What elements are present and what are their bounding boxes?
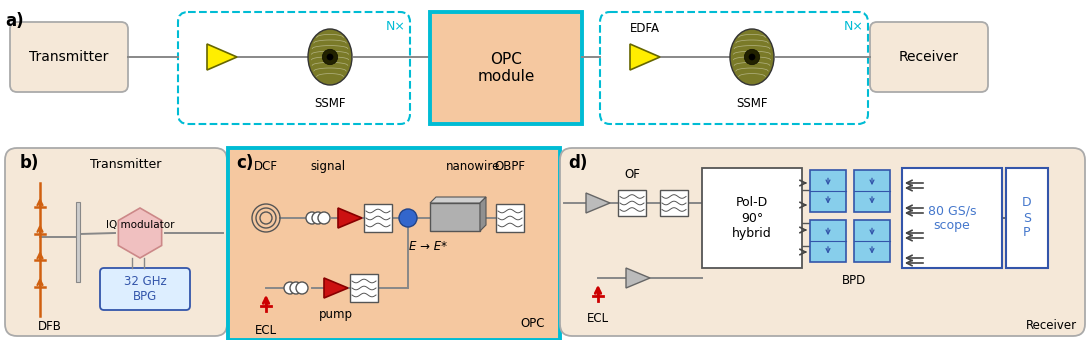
Text: E → E*: E → E*	[409, 240, 447, 253]
Bar	[496, 204, 524, 232]
Circle shape	[312, 212, 324, 224]
Circle shape	[749, 54, 755, 60]
Bar	[430, 203, 480, 231]
Polygon shape	[430, 197, 486, 203]
Text: BPD: BPD	[842, 274, 866, 287]
FancyBboxPatch shape	[100, 268, 190, 310]
Text: DCF: DCF	[254, 160, 279, 173]
Text: D
S
P: D S P	[1023, 197, 1031, 239]
Bar	[350, 274, 378, 302]
Bar	[660, 190, 688, 216]
Circle shape	[318, 212, 330, 224]
Polygon shape	[480, 197, 486, 231]
Text: Transmitter: Transmitter	[90, 158, 162, 171]
Bar	[76, 202, 81, 282]
Circle shape	[306, 212, 318, 224]
Text: signal: signal	[310, 160, 346, 173]
Text: EDFA: EDFA	[630, 22, 660, 35]
Text: DFB: DFB	[38, 320, 62, 333]
Bar	[902, 168, 1002, 268]
Text: d): d)	[568, 154, 588, 172]
Polygon shape	[119, 208, 162, 258]
Bar	[430, 12, 582, 124]
Polygon shape	[586, 193, 610, 213]
Text: nanowire: nanowire	[446, 160, 500, 173]
Circle shape	[399, 209, 417, 227]
Circle shape	[322, 49, 337, 65]
Polygon shape	[626, 268, 650, 288]
Text: SSMF: SSMF	[737, 97, 768, 110]
Text: OF: OF	[625, 168, 640, 181]
Bar	[809, 220, 846, 262]
Bar	[364, 204, 392, 232]
FancyBboxPatch shape	[560, 148, 1085, 336]
Circle shape	[744, 49, 759, 65]
Text: Transmitter: Transmitter	[29, 50, 109, 64]
FancyBboxPatch shape	[5, 148, 227, 336]
Circle shape	[290, 282, 302, 294]
Text: b): b)	[20, 154, 39, 172]
Text: Receiver: Receiver	[1026, 319, 1077, 332]
Bar	[854, 170, 890, 212]
Text: a): a)	[5, 12, 24, 30]
Bar	[809, 170, 846, 212]
Text: N×: N×	[386, 20, 406, 33]
Text: Pol-D
90°
hybrid: Pol-D 90° hybrid	[732, 197, 771, 239]
Text: OPC: OPC	[520, 317, 545, 330]
Text: pump: pump	[319, 308, 353, 321]
Text: IQ modulator: IQ modulator	[106, 220, 174, 230]
Text: ECL: ECL	[255, 324, 277, 337]
Text: N×: N×	[844, 20, 864, 33]
Text: OBPF: OBPF	[495, 160, 526, 173]
Bar	[618, 190, 646, 216]
Text: Receiver: Receiver	[899, 50, 959, 64]
Text: ECL: ECL	[586, 312, 609, 325]
FancyBboxPatch shape	[870, 22, 988, 92]
Polygon shape	[207, 44, 237, 70]
Polygon shape	[630, 44, 660, 70]
Polygon shape	[324, 278, 348, 298]
Bar	[854, 220, 890, 262]
FancyBboxPatch shape	[10, 22, 128, 92]
Text: c): c)	[236, 154, 254, 172]
Polygon shape	[338, 208, 362, 228]
Text: OPC
module: OPC module	[478, 52, 534, 84]
Text: SSMF: SSMF	[314, 97, 346, 110]
Circle shape	[327, 54, 333, 60]
Bar	[1006, 168, 1048, 268]
Text: 80 GS/s
scope: 80 GS/s scope	[928, 204, 976, 232]
Ellipse shape	[308, 29, 353, 85]
Ellipse shape	[730, 29, 774, 85]
Circle shape	[296, 282, 308, 294]
Bar	[228, 148, 560, 340]
Bar	[702, 168, 802, 268]
Circle shape	[284, 282, 296, 294]
Text: 32 GHz
BPG: 32 GHz BPG	[124, 275, 166, 303]
